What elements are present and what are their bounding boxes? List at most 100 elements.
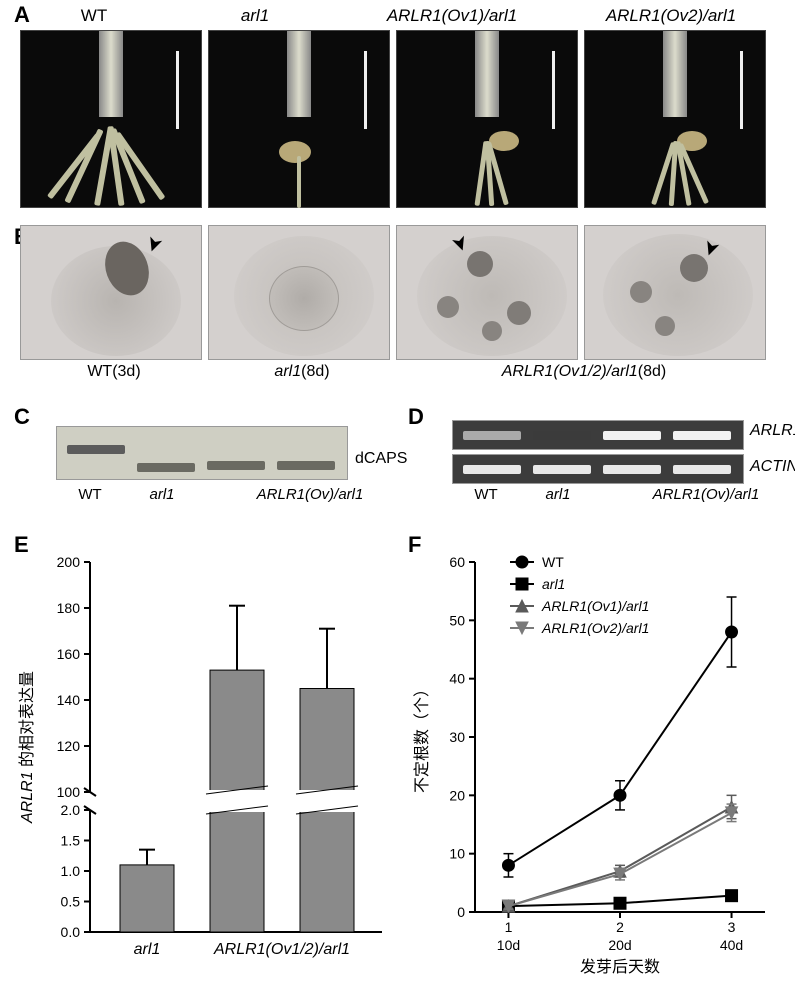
svg-text:200: 200 <box>57 554 81 570</box>
gel-band <box>673 431 731 440</box>
svg-text:0: 0 <box>457 904 465 920</box>
gel-band <box>463 431 521 440</box>
gel-c-right-label: dCAPS <box>355 450 407 468</box>
gel-d-top <box>452 420 744 450</box>
svg-text:ARLR1(Ov1/2)/arl1: ARLR1(Ov1/2)/arl1 <box>213 941 350 958</box>
svg-text:2: 2 <box>616 919 624 935</box>
panel-b-label: arl1(8d) <box>208 363 396 381</box>
panel-b-labels: WT(3d)arl1(8d)ARLR1(Ov1/2)/arl1(8d) <box>20 363 780 381</box>
panel-a-label: WT <box>20 6 168 26</box>
root <box>297 156 301 208</box>
linechart-f: 0102030405060110d220d340d发芽后天数不定根数（个）WTa… <box>405 532 790 987</box>
svg-text:1: 1 <box>505 919 513 935</box>
svg-text:40d: 40d <box>720 937 743 953</box>
panel-b: ➤ ➤ ➤ WT(3d)arl1(8d)ARLR1(Ov1/2)/arl1(8d… <box>20 225 780 381</box>
svg-text:160: 160 <box>57 646 81 662</box>
tissue-section <box>603 234 753 356</box>
panel-a-label: ARLR1(Ov1)/arl1 <box>342 6 562 26</box>
panel-a-img-arl1 <box>208 30 390 208</box>
panel-a-img-wt <box>20 30 202 208</box>
svg-text:2.0: 2.0 <box>61 802 81 818</box>
gel-d-bot <box>452 454 744 484</box>
primordium <box>655 316 675 336</box>
gel-band <box>673 465 731 474</box>
svg-text:arl1: arl1 <box>134 941 161 958</box>
lane-label: WT <box>456 486 516 503</box>
svg-text:ARLR1(Ov2)/arl1: ARLR1(Ov2)/arl1 <box>541 620 649 636</box>
panel-a-img-ov2 <box>584 30 766 208</box>
gel-band <box>533 431 591 440</box>
gel-band <box>67 445 125 454</box>
gel-d-label-2: ACTIN1 <box>750 458 795 476</box>
gel-band <box>277 461 335 470</box>
scalebar <box>552 51 555 129</box>
panel-b-label: ARLR1(Ov1/2)/arl1(8d) <box>396 363 772 381</box>
barchart-e: 1001201401601802000.00.51.01.52.0arl1ARL… <box>12 532 402 987</box>
svg-text:ARLR1 的相对表达量: ARLR1 的相对表达量 <box>18 671 36 824</box>
panel-f: 0102030405060110d220d340d发芽后天数不定根数（个）WTa… <box>405 532 790 982</box>
lane-label: ARLR1(Ov)/arl1 <box>616 486 795 503</box>
panel-a: WTarl1ARLR1(Ov1)/arl1ARLR1(Ov2)/arl1 <box>20 6 780 208</box>
svg-text:30: 30 <box>449 729 465 745</box>
svg-text:arl1: arl1 <box>542 576 565 592</box>
primordium <box>482 321 502 341</box>
seed <box>279 141 311 163</box>
panel-b-label: WT(3d) <box>20 363 208 381</box>
gel-band <box>533 465 591 474</box>
gel-band <box>603 465 661 474</box>
panel-b-img-2 <box>208 225 390 360</box>
panel-e: 1001201401601802000.00.51.01.52.0arl1ARL… <box>12 532 402 982</box>
stem <box>663 31 687 117</box>
lane-label: arl1 <box>132 486 192 503</box>
primordium <box>630 281 652 303</box>
svg-text:40: 40 <box>449 671 465 687</box>
lane-label: ARLR1(Ov)/arl1 <box>220 486 400 503</box>
gel-c <box>56 426 348 480</box>
svg-text:0.5: 0.5 <box>61 894 81 910</box>
primordium <box>507 301 531 325</box>
svg-text:发芽后天数: 发芽后天数 <box>580 958 660 976</box>
gel-band <box>137 463 195 472</box>
svg-text:180: 180 <box>57 600 81 616</box>
scalebar <box>364 51 367 129</box>
scalebar <box>740 51 743 129</box>
gel-band <box>207 461 265 470</box>
svg-text:WT: WT <box>542 554 564 570</box>
gel-d-label-1: ARLR1 <box>750 422 795 440</box>
svg-text:50: 50 <box>449 612 465 628</box>
vascular <box>269 266 339 331</box>
svg-text:120: 120 <box>57 738 81 754</box>
panel-a-images <box>20 30 780 208</box>
panel-a-label: arl1 <box>168 6 342 26</box>
panel-a-img-ov1 <box>396 30 578 208</box>
stem <box>475 31 499 117</box>
svg-text:不定根数（个）: 不定根数（个） <box>413 681 431 793</box>
svg-text:ARLR1(Ov1)/arl1: ARLR1(Ov1)/arl1 <box>541 598 649 614</box>
primordium <box>437 296 459 318</box>
panel-a-label: ARLR1(Ov2)/arl1 <box>562 6 780 26</box>
svg-text:0.0: 0.0 <box>61 924 81 940</box>
svg-text:1.5: 1.5 <box>61 833 81 849</box>
lane-label: arl1 <box>528 486 588 503</box>
panel-b-img-4: ➤ <box>584 225 766 360</box>
panel-a-labels: WTarl1ARLR1(Ov1)/arl1ARLR1(Ov2)/arl1 <box>20 6 780 26</box>
svg-text:10d: 10d <box>497 937 520 953</box>
scalebar <box>176 51 179 129</box>
stem <box>287 31 311 117</box>
panel-b-img-3: ➤ <box>396 225 578 360</box>
panel-b-img-1: ➤ <box>20 225 202 360</box>
primordium <box>680 254 708 282</box>
gel-band <box>463 465 521 474</box>
svg-text:20: 20 <box>449 787 465 803</box>
gel-band <box>603 431 661 440</box>
stem <box>99 31 123 117</box>
primordium <box>467 251 493 277</box>
svg-text:1.0: 1.0 <box>61 863 81 879</box>
lane-label: WT <box>60 486 120 503</box>
svg-text:3: 3 <box>728 919 736 935</box>
svg-text:10: 10 <box>449 846 465 862</box>
panel-cd: dCAPS WTarl1ARLR1(Ov)/arl1 ARLR1 ACTIN1 … <box>20 408 780 526</box>
svg-text:60: 60 <box>449 554 465 570</box>
svg-text:140: 140 <box>57 692 81 708</box>
panel-b-images: ➤ ➤ ➤ <box>20 225 780 360</box>
